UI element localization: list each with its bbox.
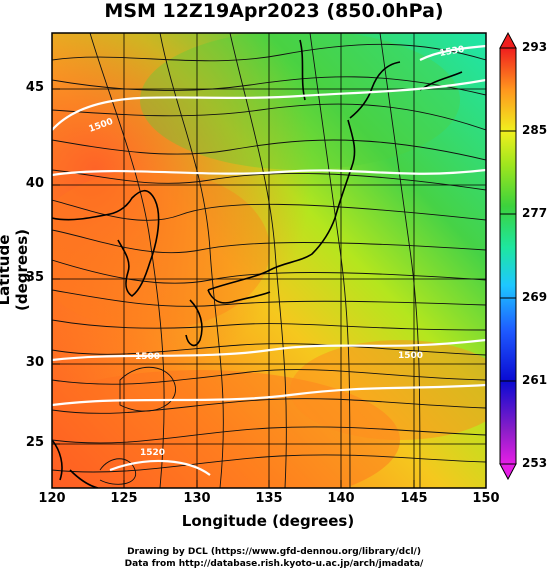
- colorbar-tick-label: 261: [522, 373, 548, 387]
- colorbar-tick-label: 293: [522, 40, 548, 54]
- y-tick-label: 40: [25, 176, 44, 191]
- data-credit: Data from http://database.rish.kyoto-u.a…: [124, 559, 424, 569]
- contour-label: 1500: [398, 351, 423, 361]
- contour-label: 1530: [439, 45, 465, 59]
- height-contours: [52, 44, 486, 476]
- x-tick-label: 130: [183, 491, 211, 506]
- contour-labels: 1500 1530 1500 1500 1520: [88, 45, 466, 458]
- contour-label: 1500: [135, 352, 160, 362]
- wind-streamlines: [52, 33, 486, 488]
- map-title: MSM 12Z19Apr2023 (850.0hPa): [104, 0, 444, 22]
- y-tick-label: 35: [25, 270, 44, 285]
- x-tick-label: 145: [400, 491, 428, 506]
- colorbar-tick-label: 277: [522, 206, 548, 220]
- x-tick-label: 135: [255, 491, 283, 506]
- drawing-credit: Drawing by DCL (https://www.gfd-dennou.o…: [127, 547, 421, 557]
- colorbar-tick-label: 253: [522, 456, 548, 470]
- colorbar-tick-label: 269: [522, 290, 548, 304]
- lat-lon-grid: [52, 33, 486, 488]
- coastlines: [52, 39, 463, 488]
- colorbar-bottom-arrow: [499, 463, 517, 481]
- x-axis-label: Longitude (degrees): [181, 512, 355, 530]
- colorbar-top-arrow: [499, 31, 517, 49]
- x-tick-label: 125: [110, 491, 138, 506]
- colorbar: [499, 31, 517, 481]
- x-tick-label: 140: [327, 491, 355, 506]
- colorbar-tick-label: 285: [522, 123, 548, 137]
- y-tick-label: 30: [25, 355, 44, 370]
- x-tick-label: 120: [38, 491, 66, 506]
- x-tick-label: 150: [472, 491, 500, 506]
- axis-tick-marks: [51, 88, 487, 488]
- y-tick-label: 45: [25, 80, 44, 95]
- contour-label: 1520: [140, 448, 165, 458]
- y-tick-label: 25: [25, 435, 44, 450]
- temperature-field: [52, 33, 486, 488]
